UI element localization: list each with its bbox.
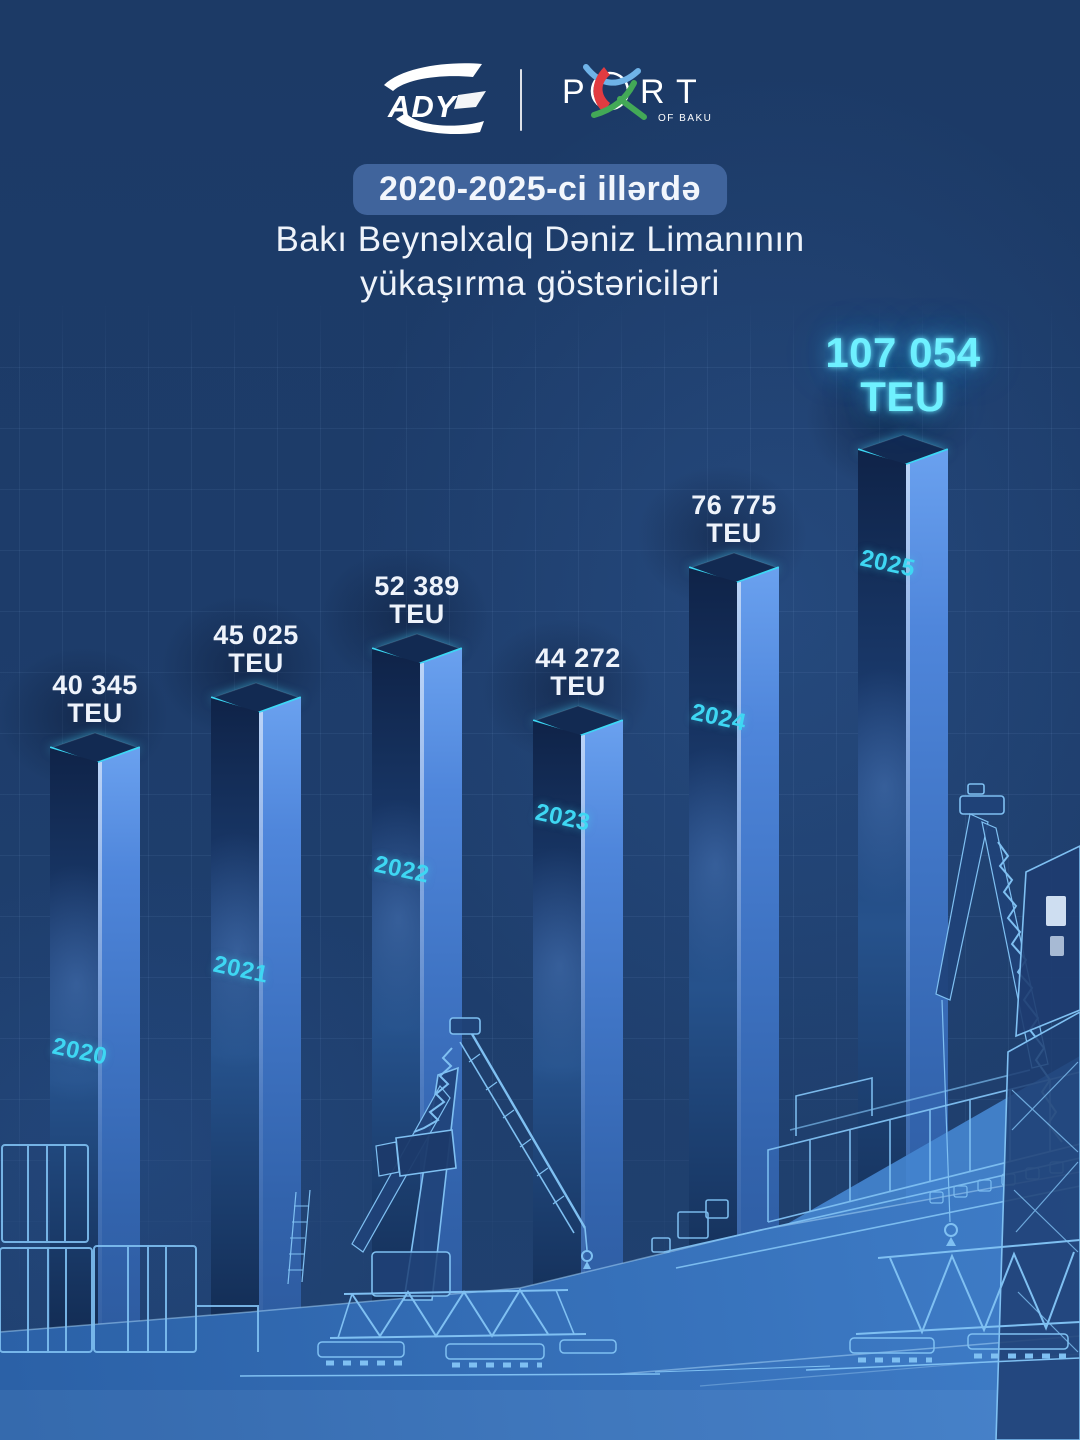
bar-front-face [50, 748, 98, 1440]
port-logo-green-ribbon [591, 80, 637, 118]
bar-2024: 76 775 TEU 2024 [597, 432, 847, 1440]
bar-2023: 44 272 TEU 2023 [441, 585, 691, 1440]
port-logo-red-ribbon [593, 67, 610, 113]
bar-side-face [737, 568, 779, 1440]
bar-front-face [372, 649, 420, 1440]
logo-row: ADY P RT OF BAKU [0, 52, 1080, 148]
port-logo-blue-ribbon [583, 64, 641, 86]
bar-front-face [858, 450, 906, 1440]
title-line-2: yükaşırma göstəriciləri [360, 264, 720, 303]
bar-value-label: 40 345 TEU [52, 669, 138, 729]
bar-value-label: 44 272 TEU [535, 642, 621, 702]
port-of-baku-logo-icon: P RT OF BAKU [562, 64, 712, 124]
port-logo-p: P [562, 73, 589, 111]
bar-front-face [211, 698, 259, 1440]
logo-divider [520, 69, 522, 131]
ady-logo-icon: ADY [384, 63, 486, 135]
bar-2021: 45 025 TEU 2021 [119, 562, 369, 1440]
port-logo-rt: RT [640, 73, 709, 111]
bar-value-label-highlight: 107 054 TEU [825, 328, 981, 421]
bar-2022: 52 389 TEU 2022 [280, 513, 530, 1440]
bar-side-face [420, 649, 462, 1440]
bar-value-label: 45 025 TEU [213, 619, 299, 679]
bar-side-face [906, 450, 948, 1440]
port-logo-sub: OF BAKU [658, 113, 712, 124]
bar-side-face [98, 748, 140, 1440]
title-line-1: Bakı Beynəlxalq Dəniz Limanının [275, 220, 805, 259]
bar-value-label: 52 389 TEU [374, 570, 460, 630]
bar-value-label: 76 775 TEU [691, 489, 777, 549]
bar-side-face [259, 698, 301, 1440]
bar-2020: 40 345 TEU 2020 [0, 612, 208, 1440]
period-badge: 2020-2025-ci illərdə [353, 164, 727, 215]
bar-2025: 107 054 TEU 2025 [766, 314, 1016, 1440]
